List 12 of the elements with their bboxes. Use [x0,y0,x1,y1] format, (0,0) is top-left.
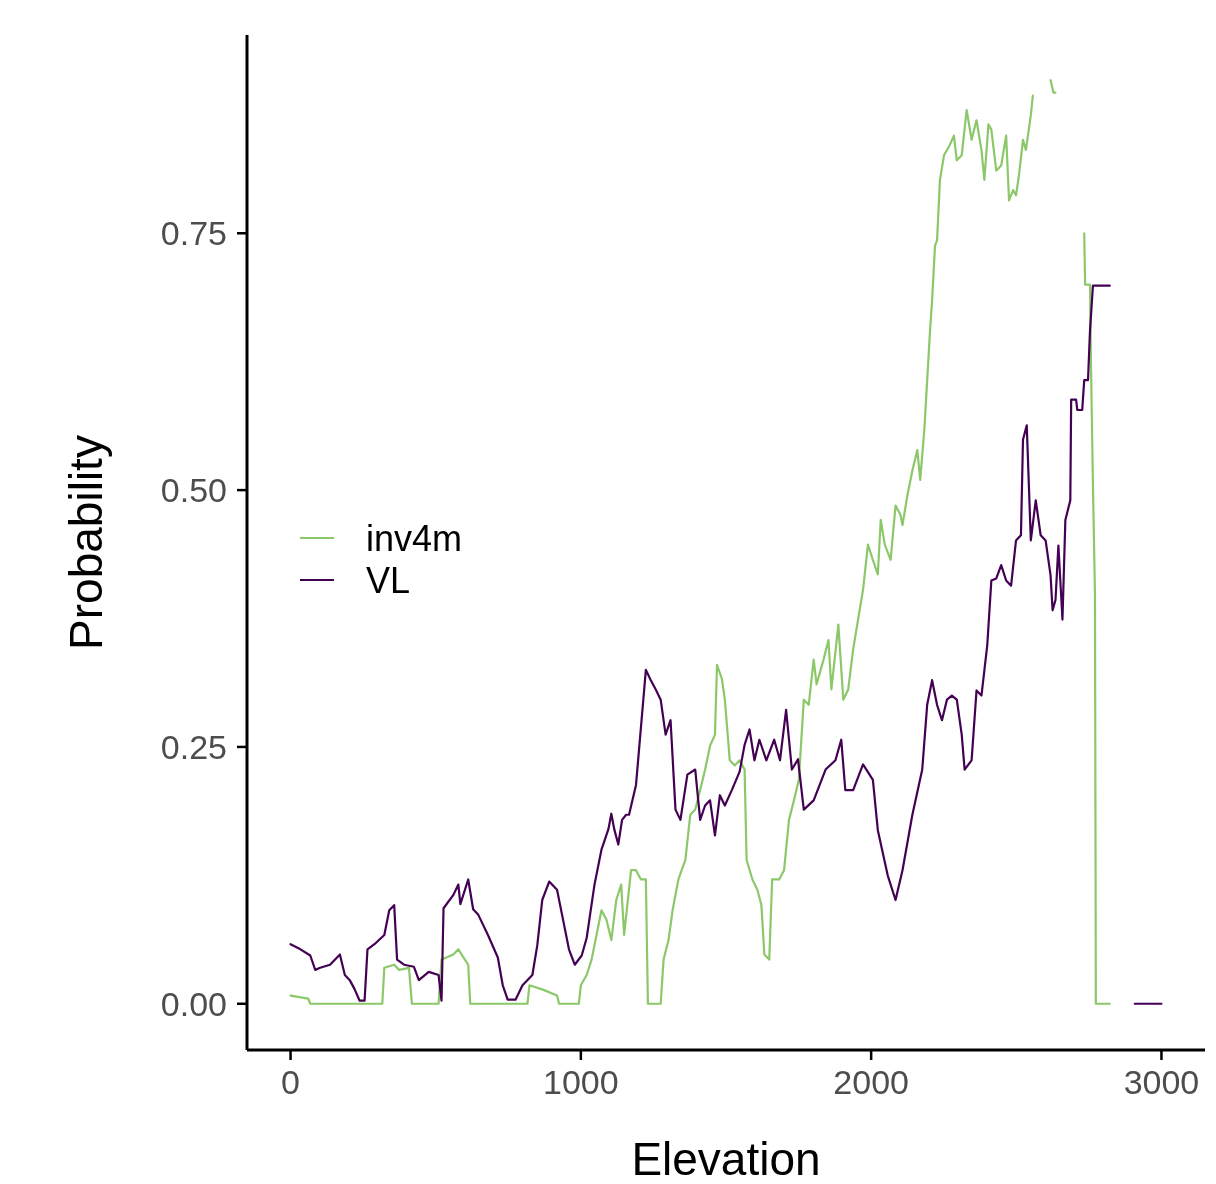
y-tick-label: 0.75 [160,214,227,253]
x-tick-label: 2000 [833,1063,909,1101]
x-tick-label: 1000 [543,1063,619,1101]
legend-label: inv4m [366,517,463,559]
y-tick-label: 0.50 [160,471,227,510]
x-tick-label: 3000 [1123,1063,1200,1101]
y-tick-label: 0.00 [160,984,227,1023]
legend-label: VL [366,559,411,601]
y-axis-title: Probability [60,435,112,650]
y-tick-label: 0.25 [160,727,227,766]
x-tick-label: 0 [281,1063,301,1101]
x-axis-title: Elevation [631,1133,821,1184]
